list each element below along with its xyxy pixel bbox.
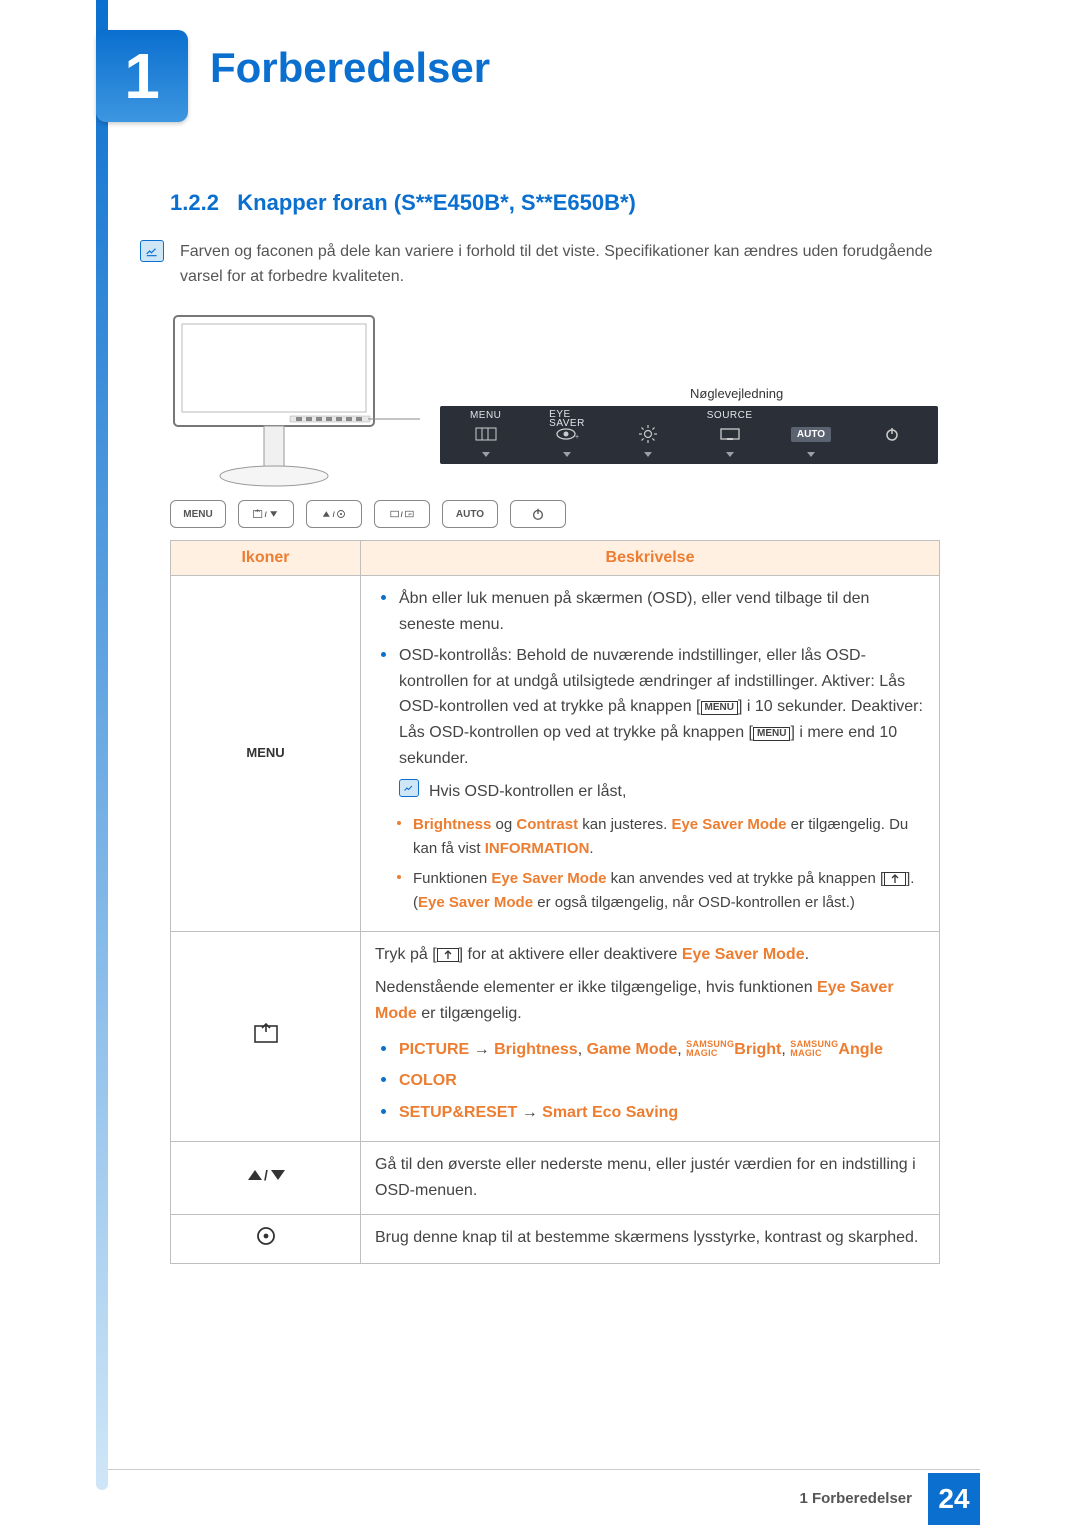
list-item: SETUP&RESET → Smart Eco Saving bbox=[375, 1100, 925, 1126]
menu-key-icon: MENU bbox=[753, 727, 790, 741]
icon-cell-eyesaver bbox=[171, 931, 361, 1142]
osd-menu-button: MENU bbox=[446, 410, 525, 460]
section-heading: 1.2.2 Knapper foran (S**E450B*, S**E650B… bbox=[170, 190, 636, 216]
osd-source-button: SOURCE bbox=[690, 410, 769, 460]
osd-key-guide-panel: MENU EYE SAVER + SOURCE AUTO bbox=[440, 406, 938, 464]
sidebar-accent bbox=[96, 0, 108, 1490]
svg-text:/: / bbox=[264, 1167, 268, 1183]
chapter-number-badge: 1 bbox=[96, 30, 188, 122]
list-item: Brightness og Contrast kan justeres. Eye… bbox=[393, 813, 925, 861]
osd-menu-label: MENU bbox=[470, 410, 501, 422]
note-icon bbox=[140, 240, 164, 262]
chapter-title: Forberedelser bbox=[210, 44, 490, 92]
phys-up-target-button: / bbox=[306, 500, 362, 528]
svg-text:/: / bbox=[401, 510, 404, 519]
section-number: 1.2.2 bbox=[170, 190, 219, 215]
eye-icon: + bbox=[555, 424, 579, 444]
osd-auto-label: AUTO bbox=[791, 427, 831, 442]
inline-note: Hvis OSD-kontrollen er låst, bbox=[399, 779, 925, 805]
physical-button-row: MENU / / / AUTO bbox=[170, 500, 566, 528]
list-item: COLOR bbox=[375, 1068, 925, 1094]
desc-cell-updown: Gå til den øverste eller nederste menu, … bbox=[361, 1142, 940, 1214]
buttons-description-table: Ikoner Beskrivelse MENU Åbn eller luk me… bbox=[170, 540, 940, 1264]
menu-bars-icon bbox=[474, 424, 498, 444]
table-row: / Gå til den øverste eller nederste menu… bbox=[171, 1142, 940, 1214]
up-down-icon: / bbox=[244, 1167, 288, 1183]
samsung-magic-label: SAMSUNGMAGIC bbox=[790, 1040, 838, 1056]
osd-auto-button: AUTO bbox=[771, 410, 850, 460]
table-row: Brug denne knap til at bestemme skærmens… bbox=[171, 1214, 940, 1264]
osd-power-button bbox=[853, 410, 932, 460]
phys-auto-button: AUTO bbox=[442, 500, 498, 528]
osd-source-label: SOURCE bbox=[707, 410, 753, 422]
monitor-illustration bbox=[170, 312, 420, 492]
svg-text:+: + bbox=[575, 434, 579, 441]
target-icon bbox=[255, 1225, 277, 1247]
list-item: Åbn eller luk menuen på skærmen (OSD), e… bbox=[375, 586, 925, 637]
osd-eyesaver-button: EYE SAVER + bbox=[527, 410, 606, 460]
osd-brightness-button bbox=[609, 410, 688, 460]
page-footer: 1 Forberedelser 24 bbox=[108, 1469, 980, 1527]
svg-text:/: / bbox=[265, 510, 268, 519]
phys-power-button bbox=[510, 500, 566, 528]
phys-menu-button: MENU bbox=[170, 500, 226, 528]
phys-eyesaver-down-button: / bbox=[238, 500, 294, 528]
osd-eyesaver-label: EYE SAVER bbox=[549, 410, 585, 422]
icon-cell-updown: / bbox=[171, 1142, 361, 1214]
up-arrow-key-icon bbox=[884, 872, 906, 886]
phys-source-enter-button: / bbox=[374, 500, 430, 528]
power-icon bbox=[884, 424, 900, 444]
eye-saver-key-icon bbox=[252, 1022, 280, 1044]
note-icon bbox=[399, 779, 419, 797]
desc-cell-eyesaver: Tryk på [] for at aktivere eller deaktiv… bbox=[361, 931, 940, 1142]
samsung-magic-label: SAMSUNGMAGIC bbox=[686, 1040, 734, 1056]
brightness-icon bbox=[638, 424, 658, 444]
up-arrow-key-icon bbox=[437, 948, 459, 962]
menu-key-icon: MENU bbox=[701, 701, 738, 715]
table-row: MENU Åbn eller luk menuen på skærmen (OS… bbox=[171, 576, 940, 932]
icon-cell-menu: MENU bbox=[171, 576, 361, 932]
desc-cell-target: Brug denne knap til at bestemme skærmens… bbox=[361, 1214, 940, 1264]
top-note-text: Farven og faconen på dele kan variere i … bbox=[180, 240, 940, 290]
source-icon bbox=[719, 424, 741, 444]
list-item: PICTURE → Brightness, Game Mode, SAMSUNG… bbox=[375, 1037, 925, 1063]
icon-cell-target bbox=[171, 1214, 361, 1264]
list-item: Funktionen Eye Saver Mode kan anvendes v… bbox=[393, 867, 925, 915]
front-buttons-diagram: Nøglevejledning MENU EYE SAVER + SOURCE … bbox=[170, 312, 940, 528]
page-number: 24 bbox=[928, 1473, 980, 1525]
table-row: Tryk på [] for at aktivere eller deaktiv… bbox=[171, 931, 940, 1142]
desc-cell-menu: Åbn eller luk menuen på skærmen (OSD), e… bbox=[361, 576, 940, 932]
section-title: Knapper foran (S**E450B*, S**E650B*) bbox=[237, 190, 636, 215]
svg-text:/: / bbox=[333, 510, 336, 519]
key-guide-label: Nøglevejledning bbox=[690, 386, 783, 401]
th-desc: Beskrivelse bbox=[361, 541, 940, 576]
th-icons: Ikoner bbox=[171, 541, 361, 576]
list-item: OSD-kontrollås: Behold de nuværende inds… bbox=[375, 643, 925, 771]
footer-chapter-ref: 1 Forberedelser bbox=[799, 1490, 912, 1507]
